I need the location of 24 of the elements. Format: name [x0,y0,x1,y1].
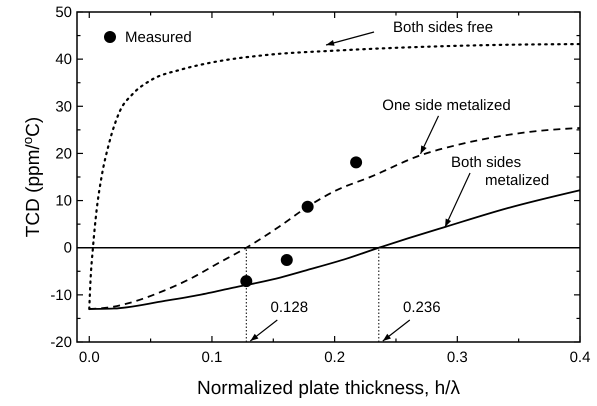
x-tick-label: 0.0 [78,349,100,366]
x-tick-label: 0.4 [570,349,590,366]
point [302,200,314,213]
x-axis-title: Normalized plate thickness, h/λ [197,378,460,399]
point [350,156,362,168]
x-tick-label: 0.1 [202,349,222,366]
y-tick-label: 20 [55,145,72,162]
y-tick-label: 30 [55,98,72,116]
point [240,275,252,288]
y-tick-label: 0 [64,240,72,257]
y-tick-label: 50 [55,4,72,21]
x-tick-label: 0.3 [446,349,468,366]
legend-label: Measured [125,29,192,46]
annotation: One side metalized [382,96,511,114]
y-tick-label: -20 [50,334,72,351]
point [280,254,293,266]
annotation: Both sides metalized [451,154,550,189]
ref-line-label: 0.236 [403,299,441,316]
x-tick-label: 0.2 [324,349,346,366]
y-tick-label: 10 [55,192,72,210]
y-tick-label: 40 [55,51,72,68]
y-tick-label: -10 [50,286,72,304]
annotation: Both sides free [393,19,494,36]
ref-line-label: 0.128 [270,299,308,316]
